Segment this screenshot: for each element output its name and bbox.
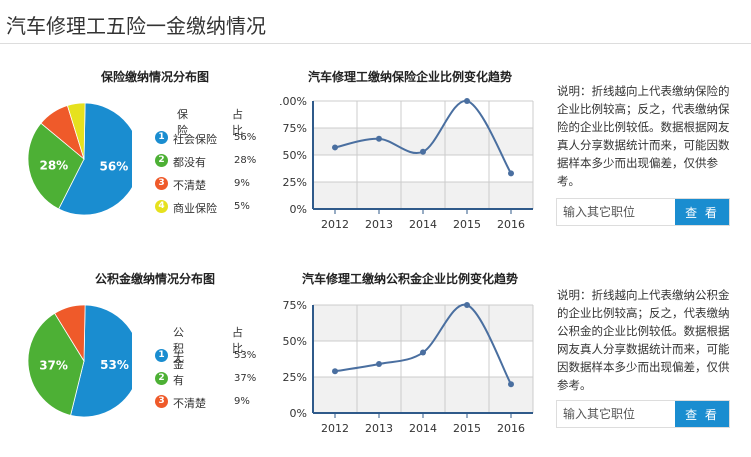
grid-band [313, 305, 533, 341]
pie-slice [66, 102, 86, 160]
grid-band [313, 182, 533, 209]
x-tick-label: 2016 [497, 218, 525, 231]
data-point [464, 302, 470, 308]
x-tick-label: 2012 [321, 422, 349, 435]
legend-header-name: 保险 [177, 108, 188, 137]
legend-header-pct: 占比 [232, 326, 243, 355]
x-tick-label: 2014 [409, 218, 437, 231]
insurance-trend-chart: 0% 25% 50% 75% 100% 2012 2013 2014 2015 2016 [280, 95, 534, 231]
pie-slice-label: 56% [100, 159, 129, 173]
y-tick-label: 25% [283, 176, 307, 189]
y-tick-label: 75% [283, 299, 307, 312]
legend-item: 1 社会保险 56% [155, 129, 265, 149]
legend-number-badge: 2 [155, 372, 168, 385]
pie-chart-title: 公积金缴纳情况分布图 [94, 272, 215, 286]
legend-item-percent: 5% [234, 201, 250, 212]
x-tick-label: 2014 [409, 422, 437, 435]
legend-item-name: 不清楚 [173, 179, 206, 192]
y-tick-label: 100% [280, 95, 307, 108]
data-point [376, 361, 382, 368]
data-point [420, 349, 426, 356]
data-point [464, 98, 470, 104]
data-point [332, 368, 338, 375]
chart-description: 说明：折线越向上代表缴纳保险的企业比例较高；反之，代表缴纳保险的企业比例较低。数… [557, 84, 730, 188]
legend-item-name: 商业保险 [173, 202, 217, 215]
data-point [508, 381, 514, 388]
line-chart-title: 汽车修理工缴纳公积金企业比例变化趋势 [301, 272, 518, 286]
grid-band [313, 377, 533, 413]
pie-slice [28, 122, 85, 210]
series-line [334, 303, 512, 385]
legend-item-name: 不清楚 [173, 397, 206, 410]
pie-slice [58, 102, 132, 216]
legend-number-badge: 3 [155, 177, 168, 190]
housing-fund-trend-chart: 0% 25% 50% 75% 2012 2013 2014 2015 2016 [283, 299, 534, 435]
data-point [332, 144, 338, 151]
pie-slice-label: 53% [100, 358, 129, 372]
legend-item-percent: 53% [234, 350, 257, 361]
title-divider [0, 43, 751, 44]
legend-item: 2 有 37% [155, 370, 265, 390]
job-search-input[interactable] [557, 199, 676, 225]
x-tick-label: 2015 [453, 422, 481, 435]
pie-slice [70, 304, 132, 418]
x-tick-label: 2012 [321, 218, 349, 231]
series-line [334, 99, 512, 174]
data-point [420, 148, 426, 155]
legend-item-percent: 9% [234, 178, 250, 189]
legend-number-badge: 1 [155, 349, 168, 362]
y-tick-label: 0% [290, 407, 307, 420]
legend-number-badge: 4 [155, 200, 168, 213]
x-tick-label: 2016 [497, 422, 525, 435]
housing-fund-pie-chart: 53% 37% [28, 304, 132, 418]
y-tick-label: 25% [283, 371, 307, 384]
legend-item: 2 都没有 28% [155, 152, 265, 172]
pie-slice [54, 304, 86, 363]
legend-item: 1 无 53% [155, 347, 265, 367]
legend-header-name: 公积金 [173, 326, 184, 371]
pie-slice-label: 37% [39, 359, 68, 373]
legend-item: 4 商业保险 5% [155, 198, 265, 218]
job-search-box: 查 看 [556, 400, 730, 428]
legend-header-pct: 占比 [232, 108, 243, 137]
page-title: 汽车修理工五险一金缴纳情况 [6, 14, 266, 38]
legend-item: 3 不清楚 9% [155, 393, 265, 413]
line-chart-title: 汽车修理工缴纳保险企业比例变化趋势 [307, 70, 512, 84]
legend-item-name: 无 [173, 351, 184, 364]
insurance-section: 保险缴纳情况分布图 56% 28% 保险 占比 1 社会保险 56% 2 都没有 28% 3 不… [0, 62, 751, 262]
y-tick-label: 0% [290, 203, 307, 216]
legend-item-percent: 28% [234, 155, 257, 166]
y-tick-label: 50% [283, 335, 307, 348]
legend-item: 3 不清楚 9% [155, 175, 265, 195]
y-tick-label: 75% [283, 122, 307, 135]
legend-number-badge: 3 [155, 395, 168, 408]
insurance-pie-chart: 56% 28% [28, 102, 132, 216]
legend-number-badge: 2 [155, 154, 168, 167]
data-point [508, 170, 514, 177]
legend-item-name: 社会保险 [173, 133, 217, 146]
x-tick-label: 2013 [365, 218, 393, 231]
housing-fund-section: 公积金缴纳情况分布图 53% 37% 公积金 占比 1 无 53% 2 有 37% 3 不清楚 9… [0, 264, 751, 457]
job-search-box: 查 看 [556, 198, 730, 226]
pie-chart-title: 保险缴纳情况分布图 [100, 70, 209, 84]
legend-item-percent: 56% [234, 132, 257, 143]
y-tick-label: 50% [283, 149, 307, 162]
legend-item-percent: 37% [234, 373, 257, 384]
data-point [376, 135, 382, 142]
legend-item-name: 都没有 [173, 156, 206, 169]
job-search-input[interactable] [557, 401, 676, 427]
legend-item-percent: 9% [234, 396, 250, 407]
x-tick-label: 2013 [365, 422, 393, 435]
legend-number-badge: 1 [155, 131, 168, 144]
x-tick-label: 2015 [453, 218, 481, 231]
chart-description: 说明：折线越向上代表缴纳公积金的企业比例较高；反之，代表缴纳公积金的企业比例较低… [557, 288, 730, 392]
view-button[interactable]: 查 看 [675, 401, 729, 427]
legend-item-name: 有 [173, 374, 184, 387]
view-button[interactable]: 查 看 [675, 199, 729, 225]
pie-slice-label: 28% [39, 158, 68, 172]
